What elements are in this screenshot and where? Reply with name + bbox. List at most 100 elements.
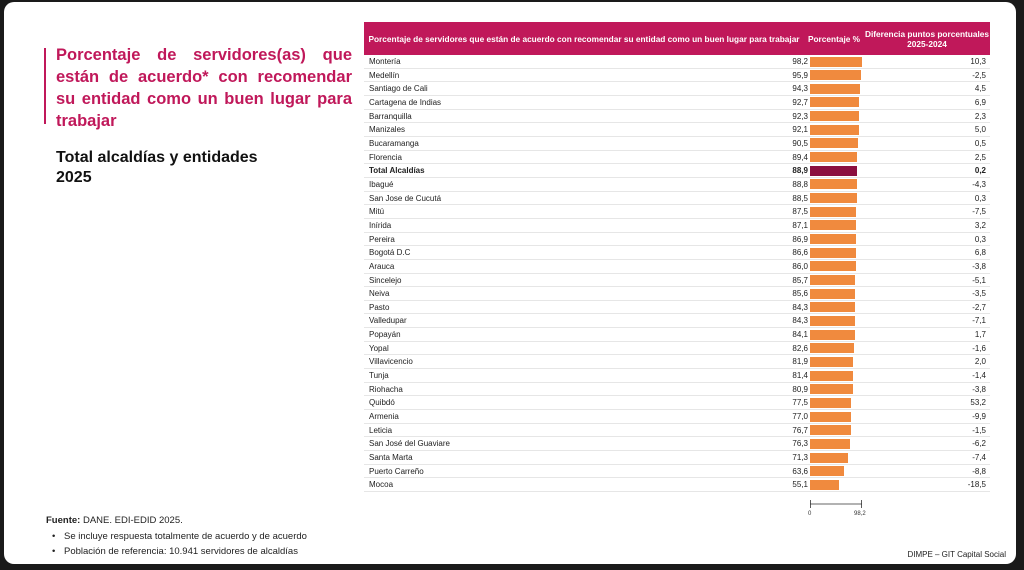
bar-value-label: 55,1: [792, 480, 808, 490]
difference-value: 10,3: [970, 57, 986, 66]
table-row: Cartagena de Indias 92,7 6,9: [364, 96, 990, 110]
difference-value: -1,5: [972, 425, 986, 435]
bar-value-label: 87,5: [792, 207, 808, 217]
row-entity-name: Yopal: [369, 343, 389, 353]
bar-value-label: 92,7: [792, 97, 808, 107]
bar: [810, 288, 856, 299]
bar: [810, 124, 859, 135]
difference-value: -7,5: [972, 207, 986, 217]
table-row: Armenia 77,0 -9,9: [364, 410, 990, 424]
bar: [810, 247, 856, 258]
bar-value-label: 85,6: [792, 289, 808, 299]
table-row: Ibagué 88,8 -4,3: [364, 178, 990, 192]
difference-value: 0,3: [974, 234, 986, 244]
bar-value-label: 84,3: [792, 316, 808, 326]
difference-value: 2,0: [974, 357, 986, 367]
row-entity-name: Total Alcaldías: [369, 166, 425, 176]
row-entity-name: Florencia: [369, 152, 402, 162]
bar: [810, 206, 857, 217]
difference-value: 53,2: [970, 398, 986, 408]
difference-value: -5,1: [972, 275, 986, 285]
table-row: Popayán 84,1 1,7: [364, 328, 990, 342]
x-axis-line: [810, 500, 862, 508]
footnote: Se incluye respuesta totalmente de acuer…: [46, 529, 307, 545]
difference-value: 6,9: [974, 97, 986, 107]
table-row: Bucaramanga 90,5 0,5: [364, 137, 990, 151]
row-entity-name: San Jose de Cucutá: [369, 193, 442, 203]
bar-value-label: 71,3: [792, 453, 808, 463]
table-row: Mocoa 55,1 -18,5: [364, 478, 990, 492]
table-row: Total Alcaldías 88,9 0,2: [364, 164, 990, 178]
source-line: Fuente: DANE. EDI-EDID 2025.: [46, 513, 307, 529]
page-title: Porcentaje de servidores(as) que están d…: [56, 46, 352, 130]
table-row: Neiva 85,6 -3,5: [364, 287, 990, 301]
row-entity-name: Inírida: [369, 220, 392, 230]
row-entity-name: Arauca: [369, 261, 395, 271]
bar-value-label: 86,9: [792, 234, 808, 244]
table-row: San José del Guaviare 76,3 -6,2: [364, 437, 990, 452]
row-entity-name: Ibagué: [369, 179, 394, 189]
difference-value: 1,7: [974, 330, 986, 340]
bar-value-label: 90,5: [792, 138, 808, 148]
bar: [810, 356, 854, 367]
difference-value: -2,5: [972, 70, 986, 80]
table-row: Barranquilla 92,3 2,3: [364, 110, 990, 124]
row-entity-name: Manizales: [369, 125, 406, 135]
table-row: Inírida 87,1 3,2: [364, 219, 990, 233]
row-entity-name: Medellín: [369, 70, 400, 80]
slide: Porcentaje de servidores(as) que están d…: [4, 2, 1016, 564]
bar-value-label: 80,9: [792, 384, 808, 394]
bar-value-label: 92,3: [792, 111, 808, 121]
row-entity-name: Santa Marta: [369, 453, 413, 463]
footnote: Población de referencia: 10.941 servidor…: [46, 544, 307, 560]
row-entity-name: Leticia: [369, 425, 393, 435]
difference-value: 2,3: [974, 111, 986, 121]
row-entity-name: Valledupar: [369, 316, 407, 326]
bar-value-label: 84,3: [792, 302, 808, 312]
row-entity-name: Tunja: [369, 371, 389, 381]
bar-value-label: 88,8: [792, 179, 808, 189]
x-tick-label: 98,2: [854, 511, 866, 517]
bar-value-label: 81,9: [792, 357, 808, 367]
credit-text: DIMPE – GIT Capital Social: [907, 550, 1006, 559]
bar: [810, 165, 858, 176]
table-row: Sincelejo 85,7 -5,1: [364, 274, 990, 288]
bar: [810, 425, 851, 436]
bar: [810, 329, 855, 340]
difference-value: -9,9: [972, 412, 986, 422]
bar-value-label: 84,1: [792, 330, 808, 340]
x-tick-label: 0: [808, 511, 812, 517]
row-entity-name: Barranquilla: [369, 111, 412, 121]
bar-value-label: 86,0: [792, 261, 808, 271]
table-row: Bogotá D.C 86,6 6,8: [364, 246, 990, 260]
bar-value-label: 81,4: [792, 371, 808, 381]
row-entity-name: Popayán: [369, 330, 401, 340]
bar: [810, 138, 858, 149]
row-entity-name: Cartagena de Indias: [369, 97, 442, 107]
bar-value-label: 76,7: [792, 425, 808, 435]
row-entity-name: Sincelejo: [369, 275, 402, 285]
page-subtitle: Total alcaldías y entidades 2025: [56, 148, 346, 188]
table-row: Santa Marta 71,3 -7,4: [364, 451, 990, 465]
bar-value-label: 85,7: [792, 275, 808, 285]
bar-value-label: 77,0: [792, 412, 808, 422]
difference-value: 2,5: [974, 152, 986, 162]
table-row: San Jose de Cucutá 88,5 0,3: [364, 192, 990, 206]
bar-value-label: 94,3: [792, 84, 808, 94]
difference-value: -7,1: [972, 316, 986, 326]
row-entity-name: Santiago de Cali: [369, 84, 428, 94]
title-accent-bar: [44, 48, 46, 124]
row-entity-name: Riohacha: [369, 384, 403, 394]
table-row: Quibdó 77,5 53,2: [364, 396, 990, 411]
bar-value-label: 89,4: [792, 152, 808, 162]
bar: [810, 302, 855, 313]
table-row: Valledupar 84,3 -7,1: [364, 314, 990, 329]
bar: [810, 56, 862, 67]
table-row: Manizales 92,1 5,0: [364, 123, 990, 137]
table-row: Pasto 84,3 -2,7: [364, 301, 990, 315]
difference-value: 3,2: [974, 220, 986, 230]
table-row: Yopal 82,6 -1,6: [364, 342, 990, 356]
header-difference: Diferencia puntos porcentuales 2025-2024: [864, 28, 990, 49]
table-header: Porcentaje de servidores que están de ac…: [364, 22, 990, 55]
difference-value: -18,5: [967, 480, 986, 490]
